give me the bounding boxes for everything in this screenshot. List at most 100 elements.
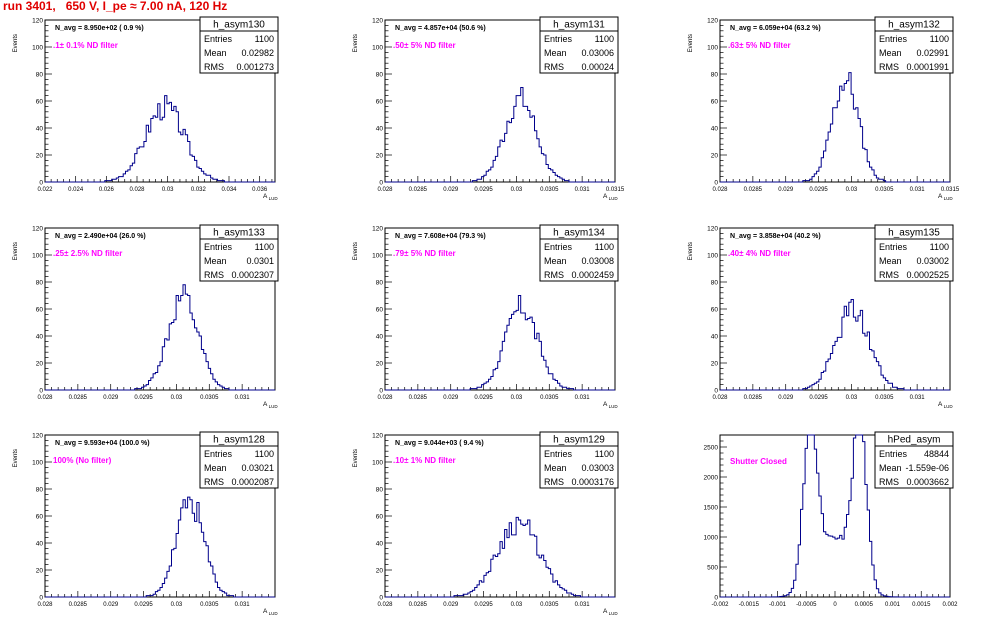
x-tick-label: 0.0295 [809, 187, 828, 193]
panel-h_asym134: 0 20 40 60 80 100 120 0.028 0.0285 0.029 0.0295 0.0… [353, 224, 619, 409]
x-tick-label: 0.029 [443, 187, 459, 193]
x-tick-label: -0.0005 [796, 602, 817, 608]
x-tick-label: 0.028 [712, 187, 728, 193]
y-axis-label: Events [13, 34, 19, 52]
x-tick-label: 0.034 [221, 187, 237, 193]
stats-key-mean: Mean [879, 256, 902, 266]
filter-note: .1± 0.1% ND filter [53, 41, 118, 50]
y-tick-label: 80 [711, 72, 719, 79]
panel-h_asym135: 0 20 40 60 80 100 120 0.028 0.0285 0.029 0.0295 0.0… [688, 224, 954, 409]
y-axis-label: Events [13, 242, 19, 260]
y-tick-label: 100 [372, 45, 383, 52]
stats-frame [539, 16, 619, 74]
navg-label: N_avg = 9.593e+04 (100.0 %) [55, 440, 150, 447]
x-tick-label: 0.029 [778, 395, 794, 401]
stats-box: h_asym133 Entries 1100 Mean 0.0301 RMS 0.00023… [199, 224, 279, 282]
y-tick-label: 40 [36, 541, 44, 548]
x-tick-label: 0.031 [910, 187, 926, 193]
y-tick-label: 100 [32, 45, 43, 52]
x-tick-label: 0.0285 [409, 602, 428, 608]
x-tick-label: 0.031 [575, 602, 591, 608]
stats-key-entries: Entries [544, 34, 573, 44]
x-tick-label: 0.028 [129, 187, 145, 193]
x-tick-label: 0.029 [443, 395, 459, 401]
x-tick-label: 0.0315 [941, 187, 960, 193]
x-tick-label: 0.032 [191, 187, 207, 193]
x-tick-label: 0.0285 [69, 395, 88, 401]
stats-key-mean: Mean [204, 463, 227, 473]
stats-key-mean: Mean [544, 463, 567, 473]
filter-note: .50± 5% ND filter [393, 41, 456, 50]
stats-title: h_asym128 [213, 435, 265, 446]
y-tick-label: 80 [36, 72, 44, 79]
y-tick-label: 80 [36, 487, 44, 494]
y-tick-label: 120 [32, 433, 43, 440]
y-tick-label: 80 [376, 72, 384, 79]
stats-value-entries: 1100 [595, 242, 614, 252]
stats-key-entries: Entries [879, 242, 908, 252]
stats-value-entries: 1100 [930, 242, 949, 252]
x-axis-label: A LUD [263, 608, 278, 616]
x-tick-label: 0.0305 [200, 602, 219, 608]
x-tick-label: 0.026 [99, 187, 115, 193]
stats-title: h_asym133 [213, 228, 265, 239]
stats-value-rms: 0.0002087 [231, 477, 274, 487]
y-tick-label: 100 [32, 253, 43, 260]
stats-value-entries: 1100 [595, 449, 614, 459]
stats-key-rms: RMS [879, 270, 899, 280]
x-tick-label: 0.0295 [474, 395, 493, 401]
x-tick-label: 0.028 [377, 395, 393, 401]
stats-title: h_asym134 [553, 228, 605, 239]
x-axis-label: A LUD [938, 193, 953, 201]
stats-frame [874, 431, 954, 489]
y-tick-label: 20 [36, 361, 44, 368]
stats-key-mean: Mean [544, 256, 567, 266]
y-tick-label: 40 [376, 541, 384, 548]
y-tick-label: 0 [39, 388, 43, 395]
y-tick-label: 80 [36, 280, 44, 287]
stats-value-rms: 0.0003662 [906, 477, 949, 487]
x-tick-label: 0.03 [511, 187, 523, 193]
x-tick-label: 0.028 [37, 395, 53, 401]
stats-value-mean: 0.03006 [581, 48, 614, 58]
x-tick-label: 0.0295 [474, 602, 493, 608]
filter-note: .25± 2.5% ND filter [53, 249, 122, 258]
y-tick-label: 20 [711, 153, 719, 160]
stats-key-entries: Entries [204, 449, 233, 459]
y-tick-label: 20 [376, 153, 384, 160]
y-tick-label: 60 [376, 514, 384, 521]
y-tick-label: 0 [714, 180, 718, 187]
y-tick-label: 500 [707, 565, 718, 572]
stats-value-mean: 0.03021 [241, 463, 274, 473]
y-tick-label: 120 [372, 433, 383, 440]
y-tick-label: 2000 [704, 475, 719, 482]
stats-key-rms: RMS [879, 62, 899, 72]
panel-h_asym129: 0 20 40 60 80 100 120 0.028 0.0285 0.029 0.0295 0.0… [353, 431, 619, 616]
y-tick-label: 60 [36, 307, 44, 314]
panel-h_asym128: 0 20 40 60 80 100 120 0.028 0.0285 0.029 0.0295 0.0… [13, 431, 279, 616]
y-tick-label: 20 [711, 361, 719, 368]
x-tick-label: 0.03 [511, 602, 523, 608]
filter-note: .63± 5% ND filter [728, 41, 791, 50]
y-axis-label: Events [13, 449, 19, 467]
stats-value-entries: 48844 [924, 449, 949, 459]
navg-label: N_avg = 7.608e+04 (79.3 %) [395, 233, 486, 240]
y-tick-label: 60 [36, 99, 44, 106]
navg-label: N_avg = 2.490e+04 (26.0 %) [55, 233, 146, 240]
y-tick-label: 80 [376, 280, 384, 287]
histogram-line [720, 434, 950, 598]
x-tick-label: 0.0295 [809, 395, 828, 401]
y-tick-label: 60 [36, 514, 44, 521]
y-tick-label: 2500 [704, 445, 719, 452]
stats-frame [874, 16, 954, 74]
x-tick-label: 0.031 [235, 395, 251, 401]
stats-key-entries: Entries [879, 449, 908, 459]
x-axis-label: A LUD [603, 608, 618, 616]
histogram-line [385, 295, 615, 391]
x-tick-label: 0.0305 [540, 395, 559, 401]
y-tick-label: 0 [714, 388, 718, 395]
stats-title: hPed_asym [888, 435, 941, 446]
stats-value-mean: -1.559e-06 [905, 463, 949, 473]
stats-key-rms: RMS [204, 62, 224, 72]
